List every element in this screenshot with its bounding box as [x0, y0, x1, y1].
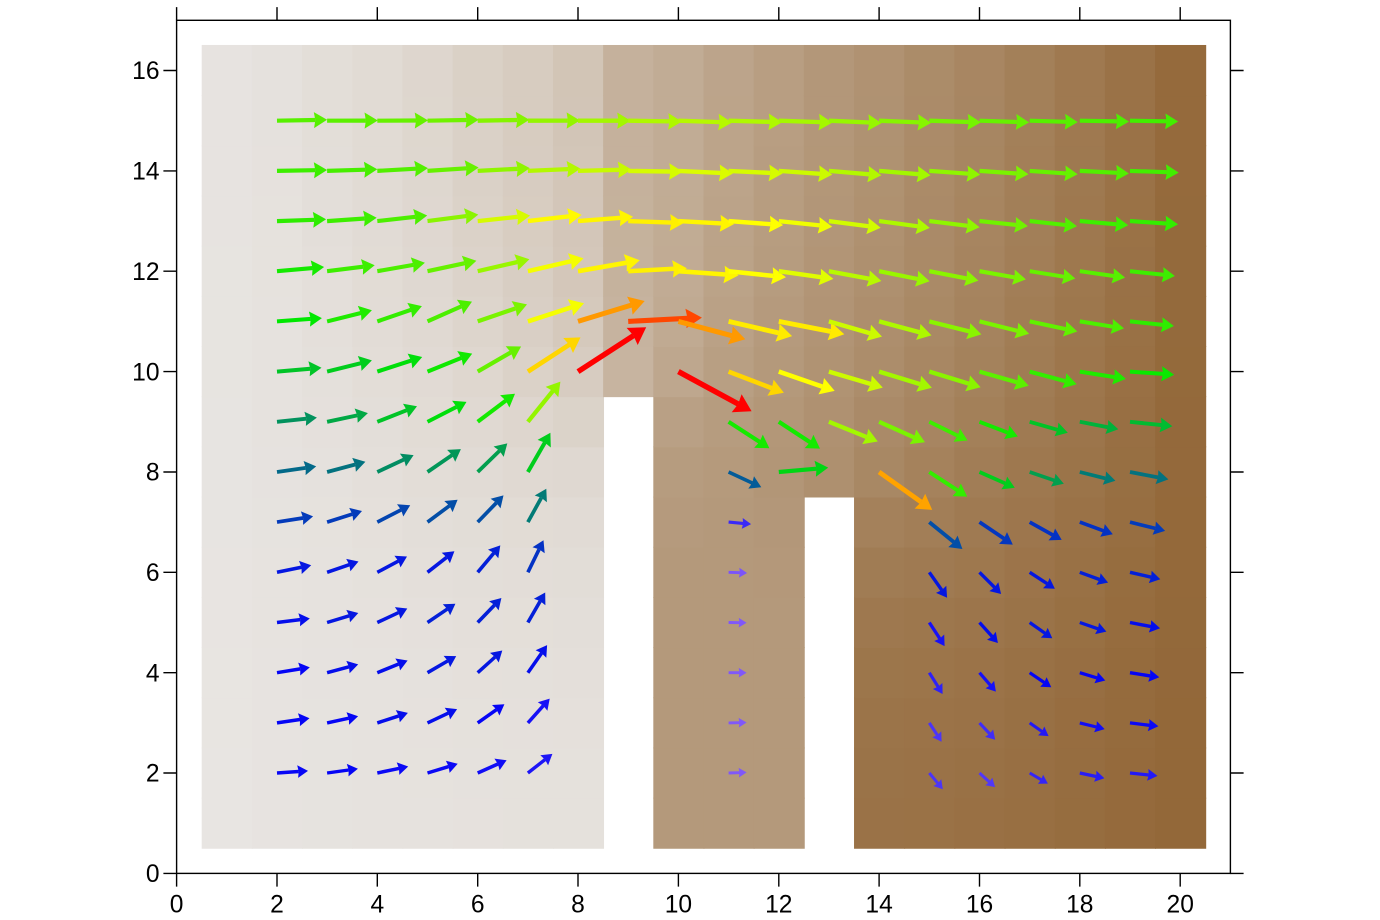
- svg-text:2: 2: [270, 892, 284, 919]
- svg-text:12: 12: [765, 892, 792, 919]
- svg-text:16: 16: [966, 892, 993, 919]
- svg-text:16: 16: [132, 58, 159, 85]
- svg-text:10: 10: [665, 892, 692, 919]
- svg-text:8: 8: [146, 460, 160, 487]
- svg-text:14: 14: [132, 159, 159, 186]
- svg-text:14: 14: [865, 892, 892, 919]
- svg-text:10: 10: [132, 359, 159, 386]
- svg-text:0: 0: [146, 861, 160, 888]
- svg-text:6: 6: [471, 892, 485, 919]
- svg-text:18: 18: [1066, 892, 1093, 919]
- svg-text:0: 0: [170, 892, 184, 919]
- svg-text:4: 4: [370, 892, 384, 919]
- svg-text:20: 20: [1167, 892, 1194, 919]
- svg-text:4: 4: [146, 660, 160, 687]
- svg-text:12: 12: [132, 259, 159, 286]
- svg-text:2: 2: [146, 761, 160, 788]
- svg-text:8: 8: [571, 892, 585, 919]
- svg-text:6: 6: [146, 560, 160, 587]
